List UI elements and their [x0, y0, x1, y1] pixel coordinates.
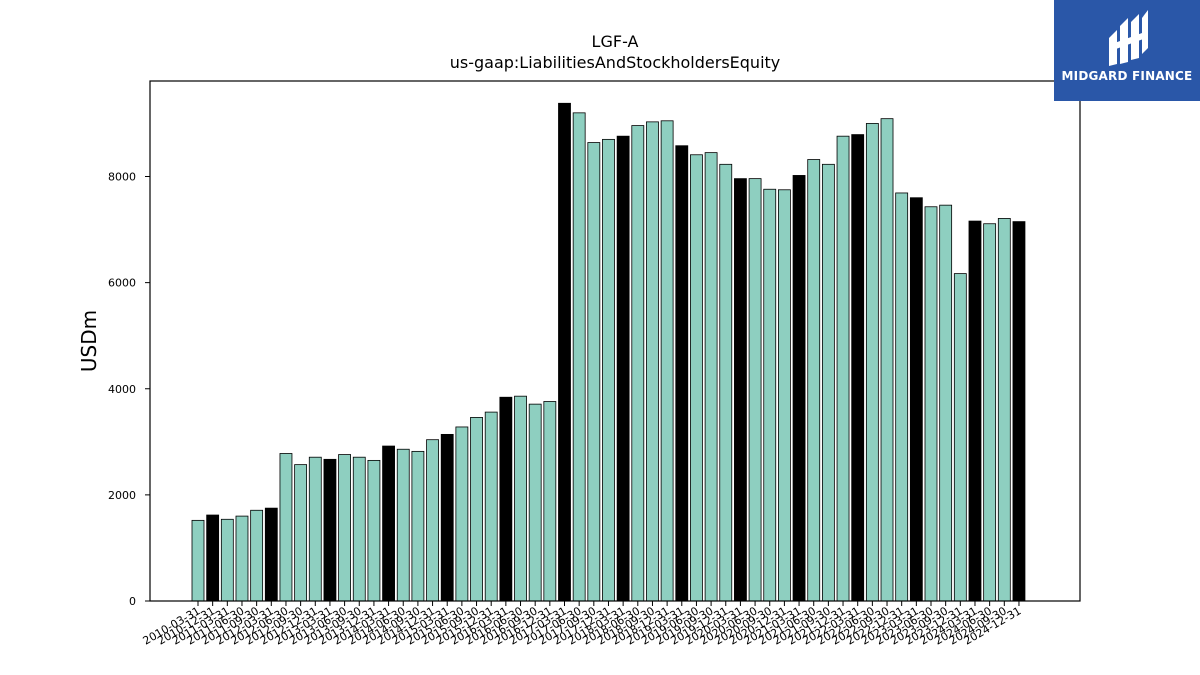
bar [558, 102, 571, 602]
bar [206, 514, 220, 602]
bar [763, 188, 777, 602]
bar [264, 507, 278, 602]
bar [572, 112, 586, 602]
bar [338, 454, 352, 602]
bar [792, 175, 806, 602]
bar [821, 163, 835, 602]
bar [851, 134, 865, 602]
bar [367, 459, 381, 602]
axes-frame [149, 80, 1081, 602]
bar [675, 145, 689, 602]
bars-group [191, 102, 1026, 602]
bar [983, 223, 997, 602]
bar [734, 178, 747, 602]
y-tick-label: 6000 [108, 277, 136, 290]
bar [294, 464, 308, 602]
bar [191, 519, 205, 602]
bar [953, 273, 967, 602]
bar [396, 448, 410, 602]
bar [499, 396, 513, 602]
bar [909, 197, 923, 602]
bar [836, 135, 850, 602]
bar [514, 395, 527, 602]
bar [220, 518, 234, 602]
bar [690, 154, 703, 602]
chart-subtitle: us-gaap:LiabilitiesAndStockholdersEquity [449, 53, 781, 72]
bar [470, 417, 483, 602]
bar [880, 118, 894, 602]
bar [646, 121, 659, 602]
y-axis: 0 2000 4000 6000 8000 [108, 171, 150, 608]
bar [484, 411, 498, 602]
x-axis: 2010-03-312010-12-312011-03-312011-06-30… [141, 601, 1023, 648]
bar [865, 123, 879, 602]
bar [807, 159, 821, 602]
y-tick-label: 8000 [108, 171, 136, 184]
bar [528, 403, 542, 602]
bar [939, 204, 953, 602]
bar [602, 138, 615, 602]
bar [235, 515, 249, 602]
bar [631, 125, 645, 602]
bar [748, 178, 762, 602]
bar [968, 220, 982, 602]
bar [323, 458, 337, 602]
bar [660, 120, 674, 602]
bar [924, 206, 938, 602]
bar [250, 509, 264, 602]
bar [411, 450, 425, 602]
bar [440, 433, 454, 602]
bar [1012, 221, 1026, 602]
bar [279, 453, 293, 602]
bar [704, 152, 718, 602]
y-tick-label: 2000 [108, 489, 136, 502]
bar [719, 163, 733, 602]
bar [895, 192, 909, 602]
brand-name: MIDGARD FINANCE [1061, 69, 1193, 83]
y-tick-label: 4000 [108, 383, 136, 396]
bar [426, 439, 439, 602]
y-axis-label: USDm [77, 310, 101, 372]
logo-mark-icon [1109, 10, 1148, 66]
bar [308, 456, 322, 602]
bar [543, 401, 557, 602]
bar [778, 189, 791, 602]
bar [997, 218, 1011, 602]
bar [382, 445, 395, 602]
brand-logo: MIDGARD FINANCE [1054, 0, 1200, 101]
bar [616, 135, 630, 602]
bar [587, 142, 601, 602]
y-tick-label: 0 [129, 595, 136, 608]
chart-title: LGF-A [591, 32, 639, 51]
bar [455, 426, 469, 602]
bar [352, 456, 366, 602]
